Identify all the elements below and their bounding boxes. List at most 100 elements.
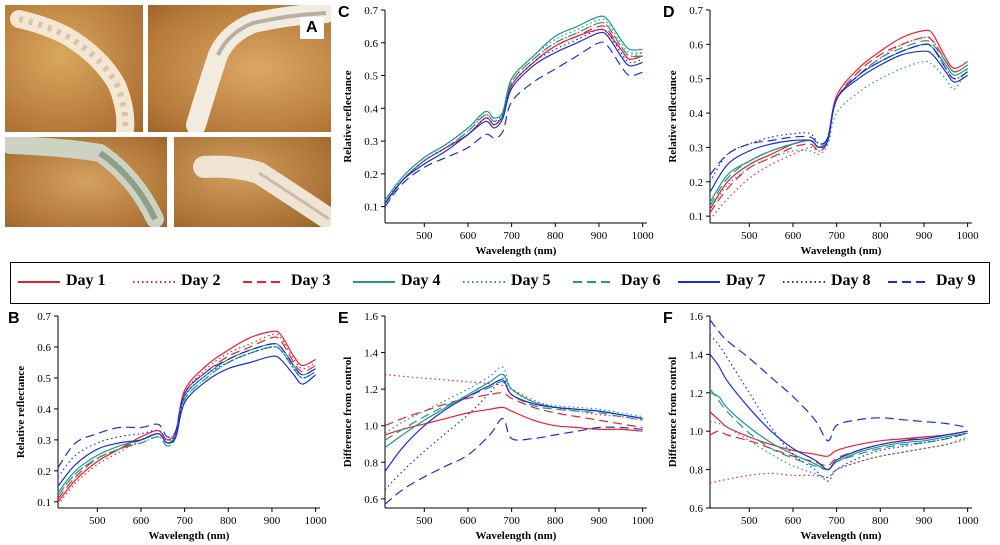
y-tick-label: 1.6 (364, 311, 378, 323)
series-line-day-7 (709, 354, 968, 471)
panel-label-c: C (338, 4, 350, 21)
x-tick-label: 800 (872, 515, 889, 527)
series-line-day-8 (384, 377, 643, 491)
legend-label: Day 6 (621, 272, 661, 289)
series-line-day-3 (384, 25, 643, 204)
y-tick-label: 0.6 (364, 38, 378, 50)
series-line-day-8 (709, 43, 968, 183)
series-line-day-5 (57, 346, 316, 496)
legend-label: Day 9 (936, 272, 976, 289)
x-tick-label: 500 (89, 515, 106, 527)
y-tick-label: 1.0 (364, 421, 378, 433)
y-axis-title: Relative reflectance (342, 70, 354, 162)
legend-label: Day 8 (831, 272, 871, 289)
series-line-day-5 (709, 60, 969, 210)
x-tick-label: 800 (547, 515, 564, 527)
y-tick-label: 0.8 (689, 465, 703, 477)
x-tick-label: 600 (785, 515, 802, 527)
x-tick-label: 900 (916, 230, 933, 242)
series-line-day-9 (384, 417, 643, 505)
plot-area: 500 600 700 800 900 1000 0.1 0.2 0.3 0.4 0.5 0.6 0.7… (15, 311, 327, 542)
x-axis-title: Wavelength (nm) (801, 530, 882, 542)
y-tick-label: 0.1 (364, 202, 378, 214)
panel-a-label-bg (300, 17, 324, 39)
y-tick-label: 0.1 (689, 211, 703, 223)
series-line-day-2 (384, 22, 643, 207)
x-tick-label: 1000 (957, 515, 980, 527)
series-line-day-4 (709, 43, 968, 203)
y-tick-label: 0.6 (364, 494, 378, 506)
y-axis-title: Difference from control (342, 357, 354, 468)
x-tick-label: 700 (176, 515, 193, 527)
x-tick-label: 1000 (957, 230, 980, 242)
plot-area: 500 600 700 800 900 1000 0.1 0.2 0.3 0.4 0.5 0.6 0.7… (342, 5, 654, 257)
series-line-day-7 (384, 31, 643, 204)
series-line-day-8 (384, 28, 643, 204)
y-tick-label: 0.5 (37, 373, 51, 385)
series-line-day-7 (384, 379, 643, 472)
legend-label: Day 2 (181, 272, 221, 289)
x-axis-title: Wavelength (nm) (476, 530, 557, 542)
x-tick-label: 1000 (632, 515, 655, 527)
y-tick-label: 0.2 (689, 177, 703, 189)
x-axis-title: Wavelength (nm) (801, 245, 882, 257)
legend-label: Day 3 (291, 272, 331, 289)
x-tick-label: 1000 (632, 230, 655, 242)
y-tick-label: 1.6 (689, 311, 703, 323)
series-line-day-3 (57, 336, 316, 500)
legend-label: Day 7 (726, 272, 766, 289)
series-line-day-6 (384, 381, 643, 441)
series-line-day-6 (384, 22, 643, 204)
plot-area: 500 600 700 800 900 1000 0.6 0.8 1.0 1.2 1.4 1.6 Wav… (342, 311, 654, 542)
x-tick-label: 600 (460, 515, 477, 527)
x-tick-label: 700 (503, 515, 520, 527)
y-tick-label: 1.2 (364, 384, 378, 396)
series-line-day-9 (709, 43, 968, 176)
x-tick-label: 800 (547, 230, 564, 242)
larva-photo-4 (174, 137, 331, 227)
x-tick-label: 500 (741, 515, 758, 527)
larva-photo-3 (5, 137, 167, 227)
y-tick-label: 1.2 (689, 388, 703, 400)
x-tick-label: 900 (264, 515, 281, 527)
y-tick-label: 0.4 (364, 103, 378, 115)
panel-label-a: A (306, 19, 318, 36)
x-tick-label: 900 (591, 515, 608, 527)
series-line-day-4 (709, 392, 968, 471)
legend: Day 1 Day 2 Day 3 Day 4 Day 5 Day 6 Day … (10, 262, 990, 304)
series-line-day-2 (709, 438, 968, 484)
y-tick-label: 0.3 (364, 136, 378, 148)
series-line-day-7 (57, 355, 316, 487)
x-tick-label: 500 (741, 230, 758, 242)
x-axis-title: Wavelength (nm) (476, 245, 557, 257)
y-tick-label: 0.4 (37, 404, 51, 416)
y-tick-label: 0.4 (689, 108, 703, 120)
series-line-day-4 (57, 343, 316, 493)
legend-label: Day 1 (66, 272, 106, 289)
y-tick-label: 0.2 (37, 466, 51, 478)
legend-label: Day 5 (511, 272, 551, 289)
series-line-day-6 (709, 388, 968, 471)
y-tick-label: 0.3 (37, 435, 51, 447)
series-line-day-1 (57, 330, 316, 503)
panel-label-b: B (8, 310, 20, 327)
series-line-day-7 (709, 50, 968, 193)
series-line-day-1 (384, 406, 643, 436)
x-tick-label: 500 (416, 230, 433, 242)
panel-label-d: D (663, 4, 675, 21)
series-line-day-3 (709, 430, 968, 467)
y-axis-title: Difference from control (667, 357, 679, 468)
y-tick-label: 0.6 (689, 503, 703, 515)
y-tick-label: 0.7 (689, 5, 703, 17)
series-line-day-8 (709, 334, 968, 482)
series-line-day-3 (709, 36, 968, 214)
y-tick-label: 0.1 (37, 497, 51, 509)
x-tick-label: 900 (591, 230, 608, 242)
plot-area: 500 600 700 800 900 1000 0.1 0.2 0.3 0.4 0.5 0.6 0.7… (667, 5, 979, 257)
x-tick-label: 700 (503, 230, 520, 242)
series-line-day-2 (709, 36, 968, 220)
series-line-day-5 (384, 366, 643, 434)
plot-area: 500 600 700 800 900 1000 0.6 0.8 1.0 1.2 1.4 1.6 Wav… (667, 311, 979, 542)
series-line-day-2 (57, 333, 316, 506)
y-tick-label: 0.6 (689, 39, 703, 51)
